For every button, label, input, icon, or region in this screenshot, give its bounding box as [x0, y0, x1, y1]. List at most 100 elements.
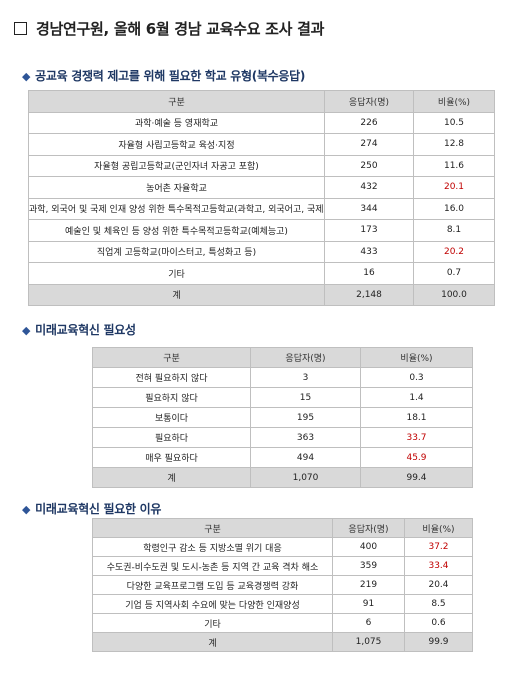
row-count: 433 [324, 240, 414, 263]
diamond-icon: ◆ [22, 70, 31, 83]
row-count: 494 [250, 447, 361, 468]
row-label: 전혀 필요하지 않다 [92, 367, 251, 388]
row-count: 274 [324, 133, 414, 156]
row-label: 다양한 교육프로그램 도입 등 교육경쟁력 강화 [92, 575, 333, 595]
row-count: 359 [332, 556, 405, 576]
row-label: 기타 [28, 262, 325, 285]
row-ratio: 20.1 [413, 176, 495, 199]
row-count: 16 [324, 262, 414, 285]
row-label: 농어촌 자율학교 [28, 176, 325, 199]
row-count: 226 [324, 111, 414, 134]
total-ratio: 100.0 [413, 283, 495, 306]
row-label: 보통이다 [92, 407, 251, 428]
section-2-title: ◆ 미래교육혁신 필요성 [22, 323, 136, 337]
table-row: 기타 6 0.6 [92, 613, 473, 633]
table-row: 직업계 고등학교(마이스터고, 특성화고 등) 433 20.2 [28, 240, 495, 263]
row-count: 344 [324, 197, 414, 220]
header-count: 응답자(명) [332, 518, 405, 538]
total-ratio: 99.9 [404, 632, 473, 652]
table-row: 자율형 공립고등학교(군인자녀 자공고 포함) 250 11.6 [28, 154, 495, 177]
row-ratio: 8.5 [404, 594, 473, 614]
row-label: 학령인구 감소 등 지방소멸 위기 대응 [92, 537, 333, 557]
row-label: 필요하다 [92, 427, 251, 448]
total-count: 1,070 [250, 467, 361, 488]
total-count: 2,148 [324, 283, 414, 306]
header-ratio: 비율(%) [360, 347, 473, 368]
row-count: 91 [332, 594, 405, 614]
table-header-row: 구분 응답자(명) 비율(%) [28, 90, 495, 113]
row-count: 6 [332, 613, 405, 633]
row-ratio: 1.4 [360, 387, 473, 408]
reason-table: 구분 응답자(명) 비율(%) 학령인구 감소 등 지방소멸 위기 대응 400 3… [92, 518, 473, 652]
table-row: 전혀 필요하지 않다 3 0.3 [92, 367, 473, 388]
header-category: 구분 [92, 518, 333, 538]
row-ratio: 45.9 [360, 447, 473, 468]
table-body: 학령인구 감소 등 지방소멸 위기 대응 400 37.2 수도권-비수도권 및 도시… [92, 537, 473, 633]
row-count: 432 [324, 176, 414, 199]
header-ratio: 비율(%) [404, 518, 473, 538]
row-count: 195 [250, 407, 361, 428]
diamond-icon: ◆ [22, 324, 31, 337]
necessity-table: 구분 응답자(명) 비율(%) 전혀 필요하지 않다 3 0.3 필요하지 않다 15 1… [92, 347, 473, 488]
total-row: 계 2,148 100.0 [28, 283, 495, 306]
table-row: 기업 등 지역사회 수요에 맞는 다양한 인재양성 91 8.5 [92, 594, 473, 614]
row-ratio: 10.5 [413, 111, 495, 134]
row-ratio: 20.2 [413, 240, 495, 263]
row-label: 필요하지 않다 [92, 387, 251, 408]
row-count: 3 [250, 367, 361, 388]
table-row: 매우 필요하다 494 45.9 [92, 447, 473, 468]
row-count: 15 [250, 387, 361, 408]
row-ratio: 18.1 [360, 407, 473, 428]
row-label: 기타 [92, 613, 333, 633]
total-label: 계 [92, 632, 333, 652]
row-count: 219 [332, 575, 405, 595]
total-label: 계 [28, 283, 325, 306]
row-label: 예술인 및 체육인 등 양성 위한 특수목적고등학교(예체능고) [28, 219, 325, 242]
row-count: 400 [332, 537, 405, 557]
header-count: 응답자(명) [324, 90, 414, 113]
table-row: 농어촌 자율학교 432 20.1 [28, 176, 495, 199]
header-count: 응답자(명) [250, 347, 361, 368]
row-ratio: 0.6 [404, 613, 473, 633]
total-row: 계 1,070 99.4 [92, 467, 473, 488]
row-ratio: 37.2 [404, 537, 473, 557]
row-ratio: 0.3 [360, 367, 473, 388]
table-row: 보통이다 195 18.1 [92, 407, 473, 428]
table-row: 다양한 교육프로그램 도입 등 교육경쟁력 강화 219 20.4 [92, 575, 473, 595]
row-label: 자율형 사립고등학교 육성·지정 [28, 133, 325, 156]
row-label: 과학, 외국어 및 국제 인재 양성 위한 특수목적고등학교(과학고, 외국어고… [28, 197, 325, 220]
table-row: 과학·예술 등 영재학교 226 10.5 [28, 111, 495, 134]
header-category: 구분 [92, 347, 251, 368]
row-count: 363 [250, 427, 361, 448]
table-row: 예술인 및 체육인 등 양성 위한 특수목적고등학교(예체능고) 173 8.1 [28, 219, 495, 242]
table-row: 수도권-비수도권 및 도시-농촌 등 지역 간 교육 격차 해소 359 33.4 [92, 556, 473, 576]
total-row: 계 1,075 99.9 [92, 632, 473, 652]
school-type-table: 구분 응답자(명) 비율(%) 과학·예술 등 영재학교 226 10.5 자율형 사… [28, 90, 495, 306]
row-label: 과학·예술 등 영재학교 [28, 111, 325, 134]
page-title: 경남연구원, 올해 6월 경남 교육수요 조사 결과 [14, 18, 324, 39]
table-row: 과학, 외국어 및 국제 인재 양성 위한 특수목적고등학교(과학고, 외국어고… [28, 197, 495, 220]
row-ratio: 16.0 [413, 197, 495, 220]
total-count: 1,075 [332, 632, 405, 652]
table-row: 필요하지 않다 15 1.4 [92, 387, 473, 408]
row-count: 250 [324, 154, 414, 177]
table-body: 과학·예술 등 영재학교 226 10.5 자율형 사립고등학교 육성·지정 274 12… [28, 111, 495, 285]
table-row: 자율형 사립고등학교 육성·지정 274 12.8 [28, 133, 495, 156]
header-category: 구분 [28, 90, 325, 113]
table-row: 학령인구 감소 등 지방소멸 위기 대응 400 37.2 [92, 537, 473, 557]
total-label: 계 [92, 467, 251, 488]
row-label: 수도권-비수도권 및 도시-농촌 등 지역 간 교육 격차 해소 [92, 556, 333, 576]
row-ratio: 12.8 [413, 133, 495, 156]
section-3-title: ◆ 미래교육혁신 필요한 이유 [22, 502, 162, 516]
row-ratio: 8.1 [413, 219, 495, 242]
row-label: 매우 필요하다 [92, 447, 251, 468]
table-header-row: 구분 응답자(명) 비율(%) [92, 518, 473, 538]
row-label: 자율형 공립고등학교(군인자녀 자공고 포함) [28, 154, 325, 177]
row-ratio: 33.4 [404, 556, 473, 576]
diamond-icon: ◆ [22, 503, 31, 516]
table-row: 필요하다 363 33.7 [92, 427, 473, 448]
row-ratio: 33.7 [360, 427, 473, 448]
row-ratio: 20.4 [404, 575, 473, 595]
total-ratio: 99.4 [360, 467, 473, 488]
table-row: 기타 16 0.7 [28, 262, 495, 285]
